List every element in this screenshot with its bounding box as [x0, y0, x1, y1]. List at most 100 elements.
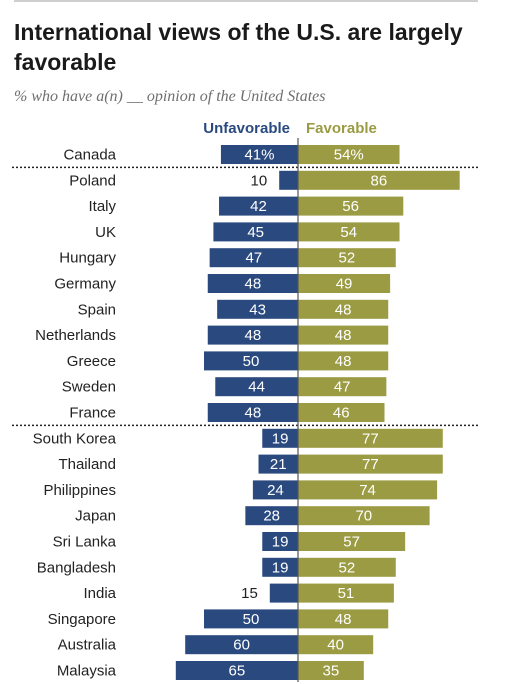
value-favorable-thailand: 77 — [362, 456, 379, 473]
country-label-netherlands: Netherlands — [35, 327, 116, 344]
bar-favorable-south-korea — [298, 428, 443, 448]
value-unfavorable-italy: 42 — [250, 198, 267, 215]
value-favorable-germany: 49 — [336, 276, 353, 293]
bar-unfavorable-philippines — [252, 480, 298, 500]
value-favorable-japan: 70 — [355, 508, 372, 525]
country-label-philippines: Philippines — [43, 482, 116, 499]
chart-title: International views of the U.S. are larg… — [14, 19, 463, 75]
bar-unfavorable-bangladesh — [262, 557, 298, 577]
bar-favorable-thailand — [298, 454, 443, 474]
value-unfavorable-netherlands: 48 — [245, 327, 262, 344]
country-label-singapore: Singapore — [48, 611, 116, 628]
bar-favorable-greece — [298, 351, 389, 371]
country-label-thailand: Thailand — [58, 456, 116, 473]
country-label-canada: Canada — [63, 147, 116, 164]
value-unfavorable-sri-lanka: 19 — [272, 534, 289, 551]
country-label-malaysia: Malaysia — [57, 663, 117, 680]
value-favorable-netherlands: 48 — [335, 327, 352, 344]
value-unfavorable-malaysia: 65 — [229, 663, 246, 680]
value-unfavorable-singapore: 50 — [243, 611, 260, 628]
bar-favorable-uk — [298, 222, 400, 242]
value-unfavorable-india: 15 — [241, 585, 258, 602]
country-label-hungary: Hungary — [59, 250, 116, 267]
bar-unfavorable-malaysia — [175, 661, 298, 680]
chart-subtitle: % who have a(n) __ opinion of the United… — [14, 88, 326, 105]
value-favorable-sweden: 47 — [334, 379, 351, 396]
value-favorable-sri-lanka: 57 — [343, 534, 360, 551]
bar-unfavorable-netherlands — [207, 325, 298, 345]
country-label-bangladesh: Bangladesh — [37, 559, 116, 576]
value-favorable-philippines: 74 — [359, 482, 376, 499]
value-unfavorable-canada: 41% — [244, 147, 274, 164]
bar-favorable-bangladesh — [298, 557, 396, 577]
bar-unfavorable-singapore — [204, 609, 298, 629]
country-label-australia: Australia — [58, 637, 117, 654]
bar-favorable-spain — [298, 299, 389, 319]
value-unfavorable-greece: 50 — [243, 353, 260, 370]
country-label-uk: UK — [95, 224, 116, 241]
bar-unfavorable-italy — [219, 196, 298, 216]
value-favorable-south-korea: 77 — [362, 430, 379, 447]
value-favorable-australia: 40 — [327, 637, 344, 654]
value-favorable-bangladesh: 52 — [339, 559, 356, 576]
value-unfavorable-hungary: 47 — [245, 250, 262, 267]
bar-unfavorable-south-korea — [262, 428, 298, 448]
country-label-spain: Spain — [78, 301, 116, 318]
value-unfavorable-poland: 10 — [251, 172, 268, 189]
value-unfavorable-australia: 60 — [233, 637, 250, 654]
country-label-india: India — [83, 585, 116, 602]
country-label-france: France — [69, 405, 116, 422]
value-unfavorable-france: 48 — [245, 405, 262, 422]
value-favorable-greece: 48 — [335, 353, 352, 370]
value-favorable-italy: 56 — [342, 198, 359, 215]
bar-unfavorable-hungary — [209, 248, 298, 268]
bar-favorable-poland — [298, 170, 460, 190]
bar-favorable-sweden — [298, 377, 387, 397]
country-label-japan: Japan — [75, 508, 116, 525]
value-favorable-canada: 54% — [334, 147, 364, 164]
bar-favorable-germany — [298, 274, 391, 293]
value-favorable-singapore: 48 — [335, 611, 352, 628]
bar-favorable-sri-lanka — [298, 532, 406, 551]
legend-unfavorable: Unfavorable — [203, 120, 290, 137]
country-label-sri-lanka: Sri Lanka — [53, 534, 117, 551]
bar-favorable-italy — [298, 196, 404, 216]
bar-unfavorable-thailand — [258, 454, 298, 474]
bar-favorable-malaysia — [298, 661, 364, 680]
bar-favorable-canada — [298, 145, 400, 164]
country-label-greece: Greece — [67, 353, 116, 370]
value-unfavorable-sweden: 44 — [248, 379, 265, 396]
value-favorable-india: 51 — [338, 585, 355, 602]
bar-unfavorable-australia — [185, 635, 298, 655]
bar-unfavorable-india — [269, 583, 298, 603]
country-label-italy: Italy — [88, 198, 116, 215]
bar-unfavorable-germany — [207, 274, 298, 293]
value-unfavorable-japan: 28 — [263, 508, 280, 525]
bar-unfavorable-sweden — [215, 377, 298, 397]
value-unfavorable-spain: 43 — [249, 301, 266, 318]
value-unfavorable-bangladesh: 19 — [272, 559, 289, 576]
bar-unfavorable-uk — [213, 222, 298, 242]
value-favorable-poland: 86 — [370, 172, 387, 189]
value-unfavorable-uk: 45 — [247, 224, 264, 241]
bar-unfavorable-greece — [204, 351, 298, 371]
bar-unfavorable-france — [207, 403, 298, 422]
country-label-germany: Germany — [54, 276, 116, 293]
bar-favorable-india — [298, 583, 394, 603]
value-favorable-uk: 54 — [340, 224, 357, 241]
legend-favorable: Favorable — [306, 120, 377, 137]
value-favorable-hungary: 52 — [339, 250, 356, 267]
value-unfavorable-philippines: 24 — [267, 482, 284, 499]
country-label-south-korea: South Korea — [33, 430, 117, 447]
bar-favorable-philippines — [298, 480, 438, 500]
bar-unfavorable-poland — [279, 170, 298, 190]
bar-favorable-australia — [298, 635, 374, 655]
value-favorable-spain: 48 — [335, 301, 352, 318]
bar-unfavorable-japan — [245, 506, 298, 526]
value-favorable-france: 46 — [333, 405, 350, 422]
top-rule — [14, 0, 478, 2]
value-favorable-malaysia: 35 — [323, 663, 340, 680]
bar-unfavorable-spain — [217, 299, 298, 319]
bar-favorable-singapore — [298, 609, 389, 629]
